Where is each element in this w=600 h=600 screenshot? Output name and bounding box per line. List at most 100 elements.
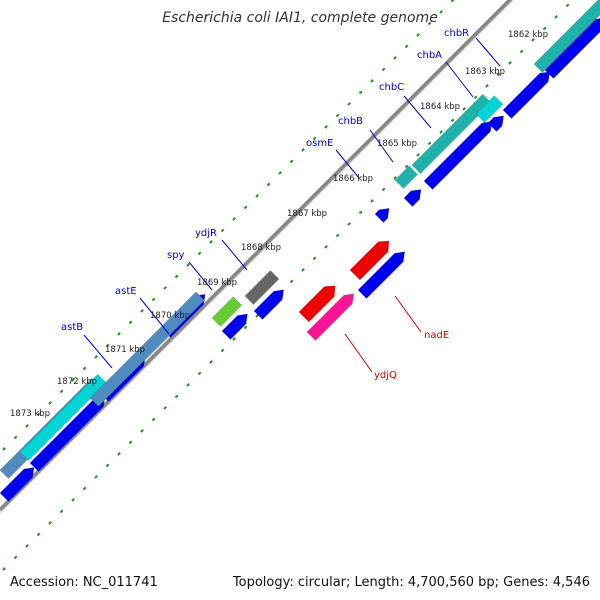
genome-summary-text: Topology: circular; Length: 4,700,560 bp… [232,575,590,590]
tick-dot [278,171,282,175]
red-gene [298,285,336,323]
tick-dot [82,366,87,371]
leader-line [445,61,474,98]
pink-gene [306,293,354,341]
tick-dot [25,544,29,548]
cds-feature [221,313,248,340]
scale-label: 1872 kbp [57,377,97,387]
tick-dot [2,447,6,451]
tick-dot [140,309,144,313]
leader-line [139,297,170,335]
tick-dot [82,486,87,491]
tick-dot [496,72,501,77]
outer-tick-row [2,0,455,451]
tick-dot [370,79,374,83]
red-gene [349,240,390,281]
tick-dot [439,10,443,14]
scale-label: 1869 kbp [197,278,237,288]
tick-dot [347,102,351,106]
scale-label: 1867 kbp [287,209,327,219]
leader-line [221,239,248,271]
tick-dot [289,279,294,284]
tick-dot [13,435,18,440]
tick-dot [105,343,110,348]
gene-label: osmE [306,138,333,149]
scale-label: 1864 kbp [420,102,460,112]
tick-dot [151,417,156,422]
green-gene [211,296,243,327]
tick-dot [117,332,121,336]
tick-dot [36,532,41,537]
tick-dot [232,217,236,221]
scale-label: 1862 kbp [508,30,548,40]
cds-feature [253,289,284,320]
gene-label: astB [61,322,83,333]
teal-gene [475,95,504,123]
tick-dot [358,210,363,215]
gene-label: spy [167,250,185,261]
cds-feature [374,208,390,223]
tick-dot [36,412,41,417]
tick-dot [71,378,75,382]
tick-dot [140,429,144,433]
cds-feature [0,467,35,502]
gene-label: chbB [338,116,363,127]
tick-dot [404,164,409,169]
tick-dot [427,141,432,146]
gene-label: chbR [444,28,469,39]
tick-dot [450,0,455,3]
tick-dot [565,3,570,8]
tick-dot [174,394,179,399]
tick-dot [370,199,374,203]
teal-gene [394,165,418,189]
cds-feature [357,251,405,299]
tick-dot [151,297,156,302]
tick-dot [174,274,179,279]
accession-text: Accession: NC_011741 [10,575,158,590]
gene-label: astE [115,286,137,297]
cds-feature [544,18,600,79]
leader-line [394,295,422,333]
tick-dot [404,44,409,49]
tick-dot [416,33,420,37]
tick-dot [13,555,18,560]
steel-gene [89,291,205,407]
scale-label: 1868 kbp [241,243,281,253]
tick-dot [519,49,524,54]
cds-feature [423,121,493,190]
tick-dot [255,314,259,318]
gene-label: ydjQ [374,370,397,381]
tick-dot [301,148,305,152]
tick-dot [197,371,202,376]
tick-dot [542,26,547,31]
leader-line [369,129,394,163]
tick-dot [358,90,363,95]
tick-dot [186,263,190,267]
cds-feature [29,396,106,472]
tick-dot [197,251,202,256]
tick-dot [324,245,328,249]
gray-gene [244,270,280,305]
scale-label: 1871 kbp [105,345,145,355]
tick-dot [289,159,294,164]
scale-label: 1870 kbp [150,311,190,321]
scale-label: 1863 kbp [465,67,505,77]
cds-feature [502,71,550,119]
tick-dot [255,194,259,198]
tick-dot [94,355,98,359]
leader-line [188,261,213,291]
gene-features [0,0,600,502]
tick-dot [59,389,64,394]
tick-dot [393,176,397,180]
tick-dot [508,61,512,65]
tick-dot [266,182,271,187]
tick-dot [186,383,190,387]
tick-dot [105,463,110,468]
tick-dot [312,256,317,261]
tick-dot [439,130,443,134]
gene-label: nadE [424,330,449,341]
tick-dot [243,325,248,330]
label-leaders [83,37,501,373]
tick-dot [485,84,489,88]
tick-dot [335,113,340,118]
